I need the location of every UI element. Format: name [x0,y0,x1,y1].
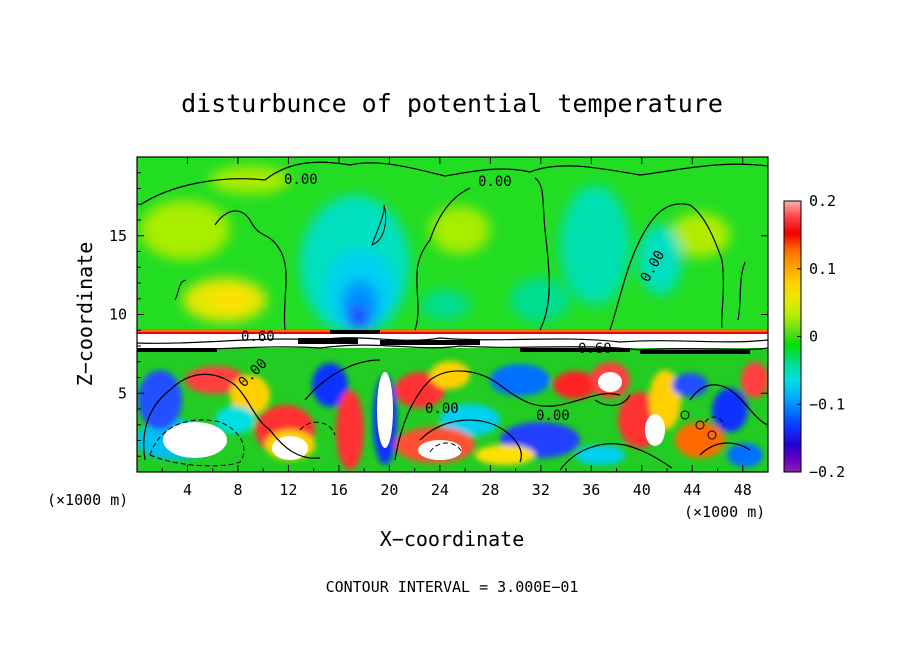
colorbar-tick-label: −0.1 [809,395,845,413]
y-tick-label: 5 [118,384,127,402]
y-axis-unit-label: (×1000 m) [684,503,765,521]
x-tick-label: 32 [532,481,550,499]
contour-label: 0.00 [536,408,570,424]
x-tick-label: 12 [279,481,297,499]
x-tick-label: 48 [734,481,752,499]
y-axis-ticks: 5 10 15 [109,172,768,457]
contour-label: 0.00 [478,174,512,190]
contour-label: 0.00 [284,172,318,188]
x-axis-ticks: 4 8 12 16 20 24 28 32 36 40 44 48 [161,157,752,499]
colorbar-tick-label: −0.2 [809,463,845,481]
heatmap-field [137,157,768,472]
x-tick-label: 16 [330,481,348,499]
x-axis-unit-label: (×1000 m) [47,491,128,509]
x-tick-label: 44 [683,481,701,499]
chart-title: disturbunce of potential temperature [181,89,723,118]
y-tick-label: 10 [109,306,127,324]
x-tick-label: 4 [183,481,192,499]
colorbar-tick-label: 0.1 [809,260,836,278]
x-tick-label: 36 [582,481,600,499]
colorbar-ticks: 0.2 0.1 0 −0.1 −0.2 [797,192,845,481]
colorbar-tick-label: 0 [809,328,818,346]
y-tick-label: 15 [109,227,127,245]
contour-label: 0.60 [241,329,275,345]
x-tick-label: 28 [481,481,499,499]
contour-label: 0.00 [425,401,459,417]
contour-label: 0.60 [578,341,612,357]
y-axis-label: Z−coordinate [73,242,97,387]
x-tick-label: 24 [431,481,449,499]
x-tick-label: 40 [633,481,651,499]
x-tick-label: 20 [380,481,398,499]
x-axis-label: X−coordinate [380,527,525,551]
colorbar-tick-label: 0.2 [809,192,836,210]
contour-interval-note: CONTOUR INTERVAL = 3.000E−01 [326,578,579,596]
x-tick-label: 8 [233,481,242,499]
